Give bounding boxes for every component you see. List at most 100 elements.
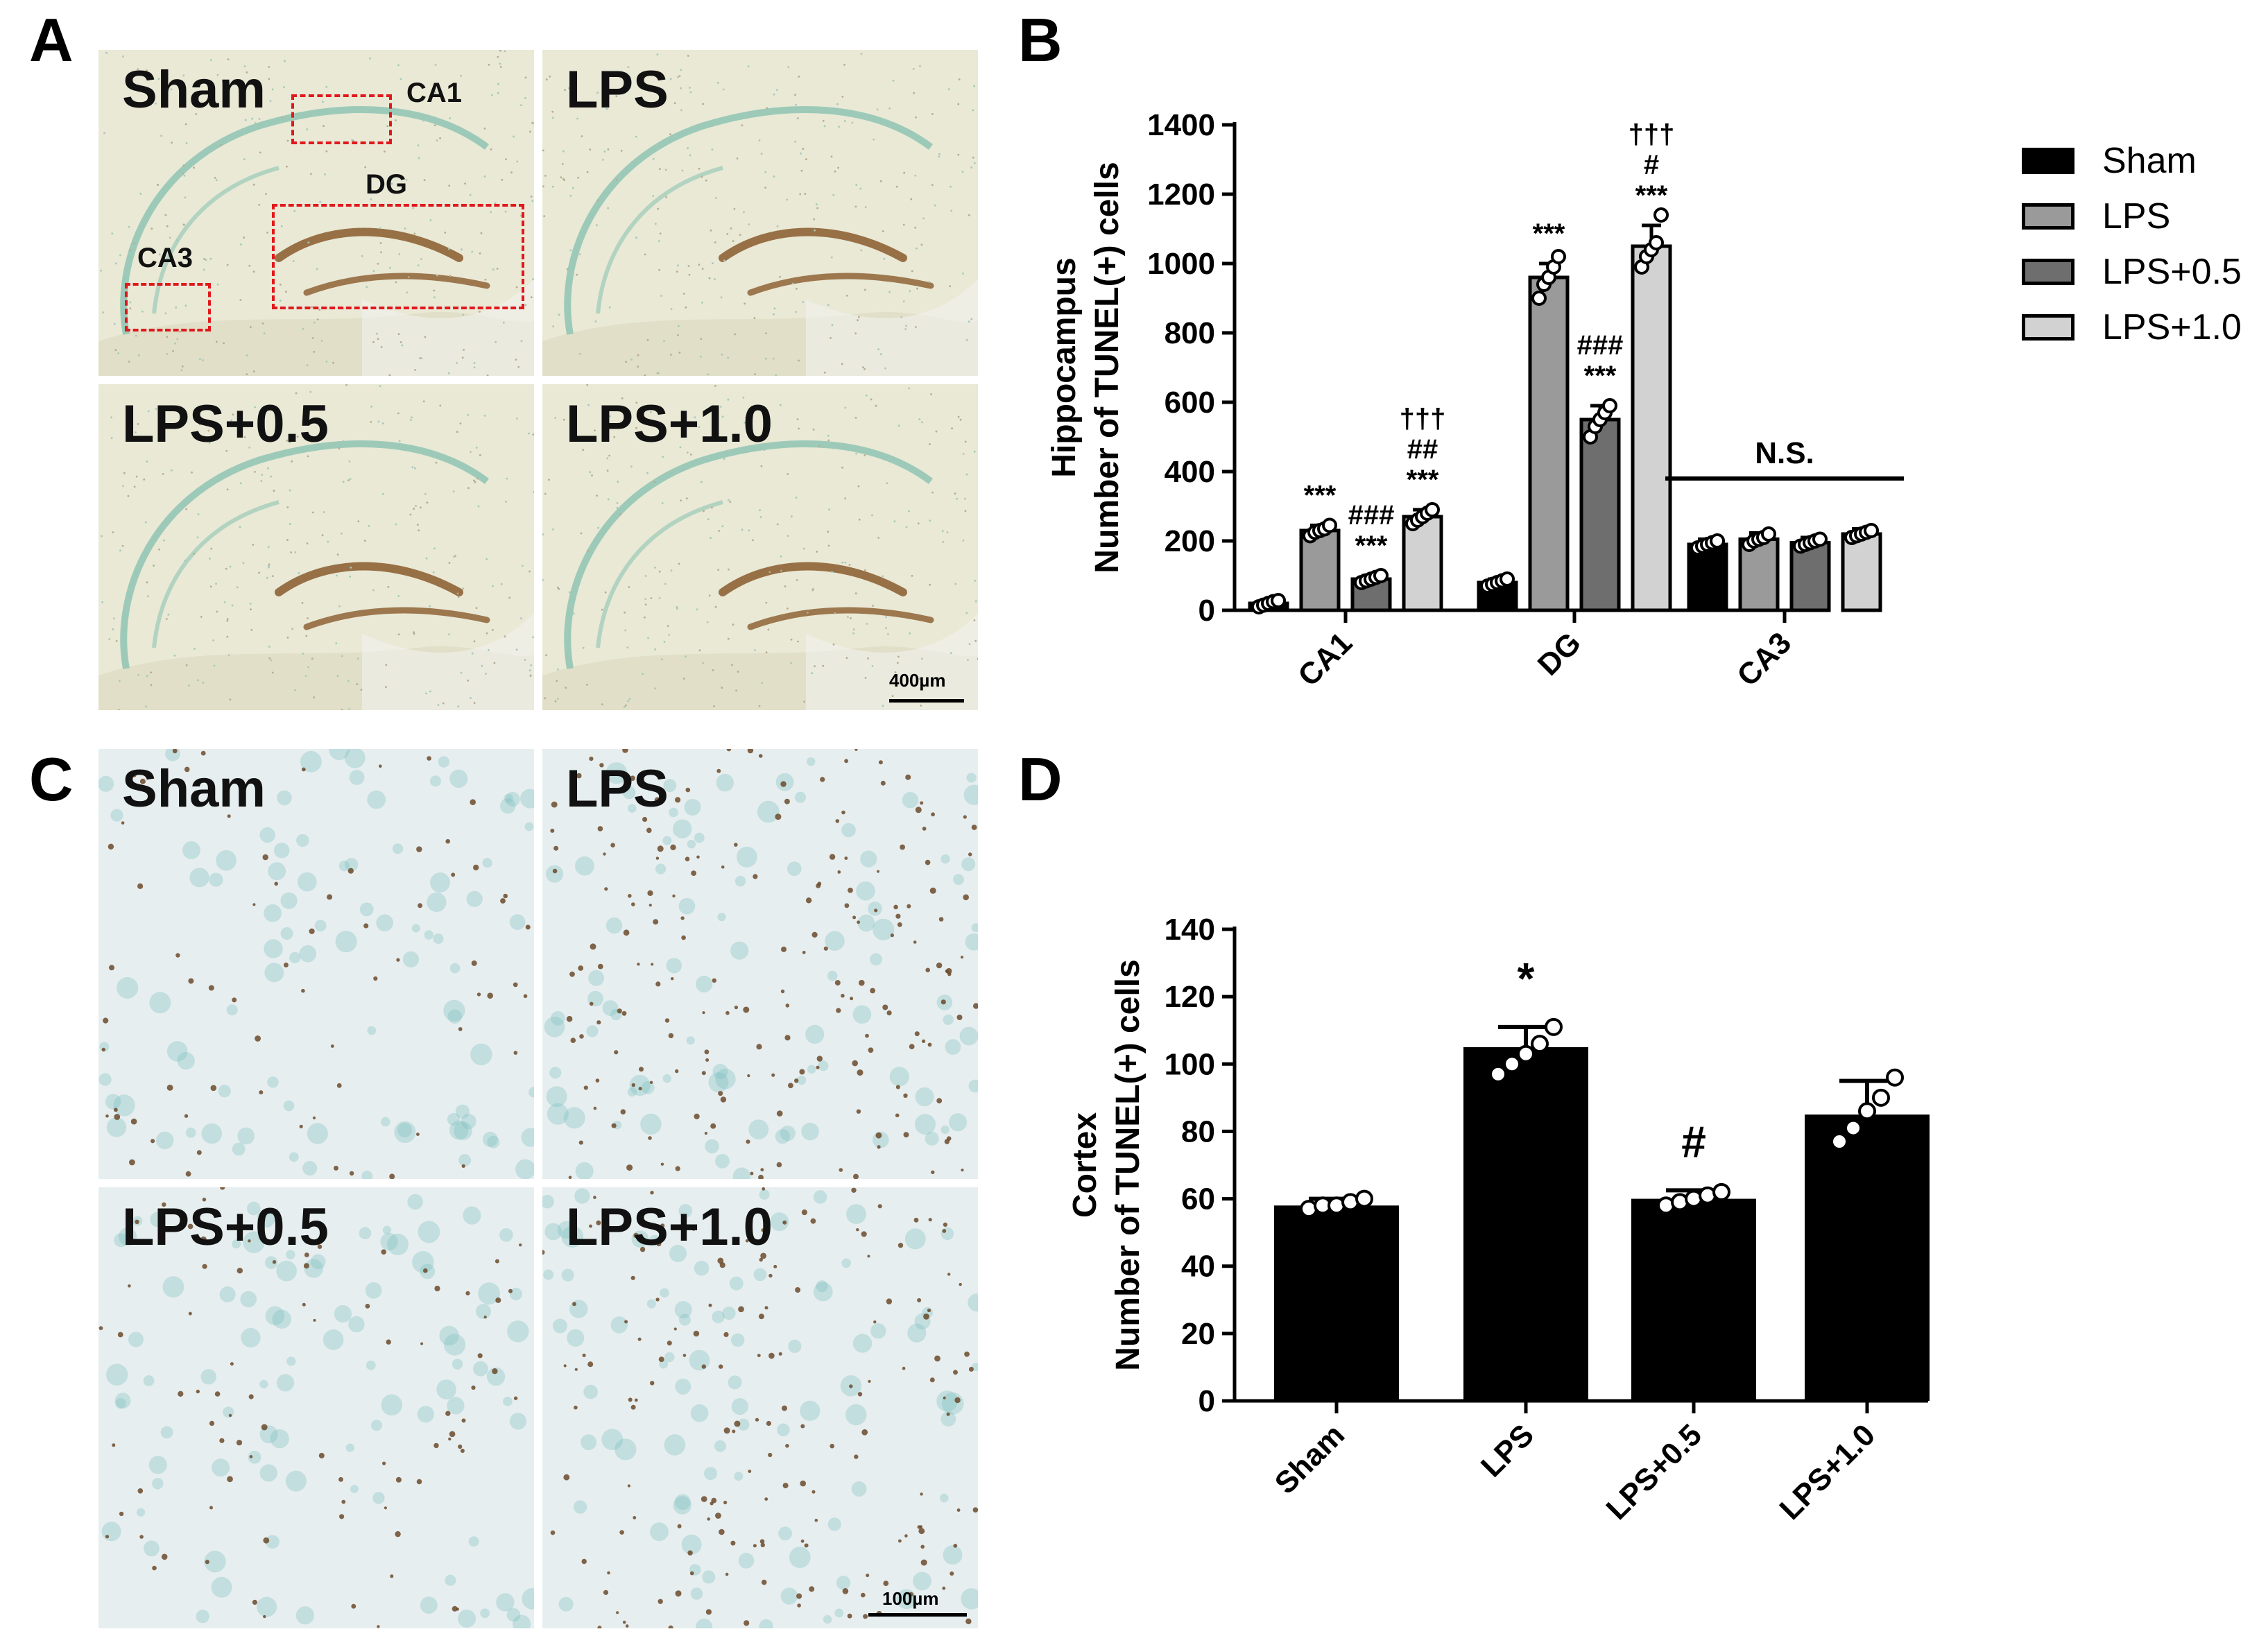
tissue-speck — [721, 687, 723, 689]
counterstain-nucleus — [860, 850, 877, 868]
tissue-speck — [882, 705, 884, 707]
tunel-positive-nucleus — [654, 797, 660, 803]
tissue-speck — [616, 507, 619, 509]
counterstain-nucleus — [272, 1309, 291, 1329]
tissue-speck — [405, 179, 408, 181]
counterstain-nucleus — [182, 841, 200, 859]
counterstain-nucleus — [605, 762, 628, 784]
tissue-speck — [935, 430, 938, 433]
tissue-speck — [268, 657, 271, 660]
tissue-speck — [413, 632, 415, 635]
tissue-speck — [879, 353, 882, 356]
data-point — [1322, 517, 1337, 533]
counterstain-nucleus — [185, 1127, 196, 1138]
tunel-positive-nucleus — [648, 904, 652, 907]
tunel-positive-nucleus — [747, 1074, 750, 1078]
tissue-speck — [448, 248, 450, 250]
tunel-positive-nucleus — [228, 1413, 232, 1418]
tunel-positive-nucleus — [673, 1327, 677, 1331]
tunel-positive-nucleus — [761, 1579, 767, 1585]
tissue-speck — [667, 625, 669, 628]
tissue-speck — [627, 700, 630, 703]
tunel-positive-nucleus — [944, 1139, 950, 1144]
tissue-speck — [681, 169, 684, 172]
tissue-speck — [885, 627, 887, 630]
tissue-speck — [283, 86, 285, 88]
tissue-speck — [701, 175, 703, 178]
tunel-positive-nucleus — [416, 1132, 420, 1136]
tunel-positive-nucleus — [330, 1044, 334, 1048]
tunel-positive-nucleus — [852, 915, 857, 920]
tunel-positive-nucleus — [395, 1476, 402, 1483]
tissue-speck — [513, 135, 515, 138]
counterstain-nucleus — [500, 798, 516, 814]
tissue-speck — [474, 481, 476, 483]
tissue-speck — [732, 240, 734, 242]
tunel-positive-nucleus — [619, 1530, 624, 1535]
tissue-speck — [306, 128, 309, 130]
tissue-speck — [607, 207, 610, 209]
tissue-speck — [942, 540, 945, 543]
tunel-positive-nucleus — [390, 1574, 394, 1578]
tissue-speck — [439, 137, 441, 139]
tissue-speck — [243, 65, 246, 68]
tissue-speck — [780, 569, 782, 572]
tunel-positive-nucleus — [685, 856, 690, 861]
tissue-speck — [483, 175, 486, 178]
tunel-positive-nucleus — [611, 1123, 617, 1128]
tissue-speck — [748, 223, 750, 225]
tunel-positive-nucleus — [672, 894, 676, 898]
tissue-speck — [739, 234, 741, 236]
tunel-positive-nucleus — [868, 1379, 871, 1383]
counterstain-nucleus — [274, 843, 290, 859]
legend-swatch-lps-1-0 — [2022, 314, 2074, 341]
tunel-positive-nucleus — [857, 920, 860, 924]
tunel-positive-nucleus — [135, 1219, 139, 1224]
tissue-speck — [469, 193, 472, 196]
tunel-positive-nucleus — [725, 1010, 730, 1015]
tissue-speck — [652, 195, 655, 197]
tissue-speck — [475, 447, 478, 449]
tissue-speck — [873, 138, 875, 141]
tissue-speck — [390, 182, 393, 185]
counterstain-nucleus — [418, 1221, 440, 1243]
tissue-speck — [379, 385, 381, 388]
tunel-positive-nucleus — [569, 971, 575, 977]
tunel-positive-nucleus — [553, 845, 559, 851]
tunel-positive-nucleus — [614, 1050, 619, 1055]
bar-lps-1-0 — [1805, 1114, 1930, 1401]
tissue-speck — [170, 88, 173, 91]
tunel-positive-nucleus — [823, 946, 828, 951]
tissue-speck — [710, 229, 712, 232]
tissue-speck — [946, 531, 949, 533]
tunel-positive-nucleus — [633, 1516, 637, 1519]
tissue-speck — [673, 102, 676, 104]
tunel-positive-nucleus — [907, 904, 911, 908]
tunel-positive-nucleus — [943, 1222, 947, 1227]
dentate-gyrus-upper-blade — [719, 227, 907, 262]
tunel-positive-nucleus — [799, 1069, 805, 1075]
tunel-positive-nucleus — [578, 965, 584, 971]
counterstain-nucleus — [506, 1608, 521, 1622]
tunel-positive-nucleus — [347, 868, 354, 874]
tissue-speck — [121, 544, 124, 547]
tissue-speck — [327, 540, 329, 543]
tissue-speck — [624, 704, 627, 707]
tissue-speck — [689, 454, 692, 456]
significance-label: *** — [1355, 531, 1388, 561]
significance-label: *** — [1407, 465, 1439, 495]
counterstain-nucleus — [663, 779, 677, 793]
tissue-speck — [619, 513, 621, 515]
tunel-positive-nucleus — [416, 1479, 422, 1485]
tunel-positive-nucleus — [816, 883, 821, 888]
counterstain-nucleus — [542, 1194, 554, 1209]
tunel-positive-nucleus — [750, 1171, 754, 1175]
legend-item-lps: LPS — [2022, 196, 2170, 237]
tissue-speck — [965, 338, 968, 341]
tissue-speck — [834, 170, 836, 173]
tissue-speck — [850, 617, 852, 619]
tissue-speck — [112, 531, 114, 533]
tissue-speck — [852, 628, 855, 631]
counterstain-nucleus — [759, 1189, 770, 1200]
tissue-speck — [529, 669, 531, 672]
